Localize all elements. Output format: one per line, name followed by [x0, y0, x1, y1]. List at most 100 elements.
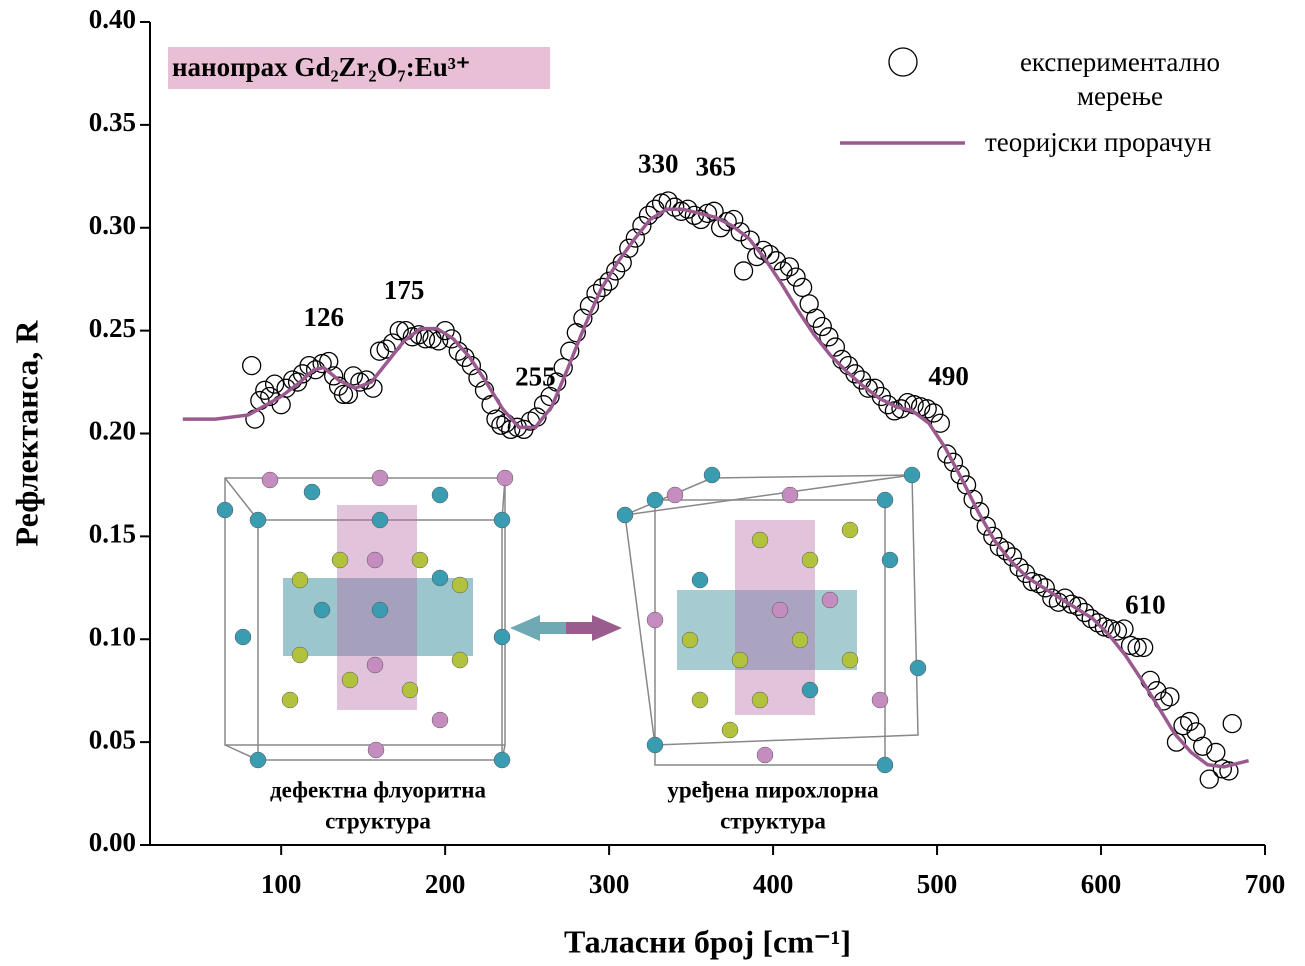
arrow — [566, 615, 622, 641]
data-point — [950, 464, 970, 485]
data-point — [753, 240, 773, 261]
y-tick-label: 0.05 — [89, 724, 136, 754]
data-point — [255, 380, 275, 400]
atom — [731, 651, 749, 669]
data-point — [1206, 742, 1226, 763]
data-point — [792, 277, 813, 298]
data-point — [1173, 716, 1193, 736]
inset-label: структура — [325, 808, 431, 833]
x-tick-label: 500 — [917, 869, 958, 899]
atom — [646, 736, 664, 754]
atom — [493, 628, 511, 646]
legend-marker — [888, 47, 918, 77]
data-point — [1002, 547, 1023, 567]
atom — [451, 651, 469, 669]
atom — [691, 571, 709, 589]
peak-label: 490 — [928, 361, 969, 391]
y-tick-label: 0.25 — [89, 313, 136, 343]
x-axis-label: Таласни број [cm⁻¹] — [564, 923, 851, 959]
peak-label: 126 — [304, 302, 345, 332]
data-point — [812, 316, 832, 337]
data-point — [1074, 602, 1095, 623]
data-point — [1127, 637, 1147, 658]
data-point — [1193, 736, 1213, 756]
atom — [291, 571, 309, 589]
data-point — [242, 355, 262, 376]
atom — [751, 531, 769, 549]
y-tick-label: 0.10 — [89, 621, 136, 651]
data-point — [963, 489, 983, 509]
data-point — [799, 294, 819, 314]
peak-label: 365 — [695, 152, 736, 182]
atom — [331, 551, 349, 569]
atom — [881, 551, 899, 569]
y-tick-label: 0.30 — [89, 210, 136, 240]
atom — [721, 721, 739, 739]
atom — [876, 756, 894, 774]
atom — [249, 511, 267, 529]
data-point — [333, 384, 354, 405]
atom — [431, 486, 449, 504]
atom — [249, 751, 267, 769]
data-point — [264, 374, 285, 394]
y-tick-label: 0.35 — [89, 107, 136, 137]
atom — [313, 601, 331, 619]
data-point — [323, 366, 344, 386]
atom — [371, 469, 389, 487]
data-point — [983, 526, 1003, 547]
atom — [771, 601, 789, 619]
data-point — [924, 403, 944, 423]
atom — [909, 659, 927, 677]
peak-label: 175 — [384, 275, 425, 305]
atom — [261, 471, 279, 489]
data-point — [343, 366, 363, 386]
data-point — [786, 267, 806, 287]
sample-label: нанопрах Gd₂Zr₂O₇:Eu³⁺ — [172, 52, 470, 82]
y-tick-label: 0.20 — [89, 416, 136, 446]
data-point — [878, 395, 898, 415]
data-point — [1222, 713, 1242, 734]
atom — [431, 569, 449, 587]
atom — [496, 469, 514, 487]
data-point — [389, 320, 409, 341]
atom — [666, 486, 684, 504]
data-point — [704, 201, 724, 221]
atom — [841, 651, 859, 669]
atom — [791, 631, 809, 649]
peak-label: 255 — [515, 362, 556, 392]
atom — [781, 486, 799, 504]
x-tick-label: 200 — [425, 869, 466, 899]
atom — [801, 681, 819, 699]
atom — [876, 491, 894, 509]
data-point — [1160, 687, 1180, 707]
inset-label: уређена пирохлорна — [667, 777, 879, 802]
crystal-structures — [168, 47, 927, 774]
data-point — [486, 409, 506, 429]
atom — [291, 646, 309, 664]
y-tick-label: 0.00 — [89, 827, 136, 857]
data-point — [442, 329, 462, 349]
atom — [366, 551, 384, 569]
y-tick-label: 0.40 — [89, 4, 136, 34]
data-point — [845, 364, 865, 384]
data-point — [740, 230, 760, 250]
theory-line — [182, 207, 1250, 769]
atom — [493, 751, 511, 769]
legend-label: теоријски прорачун — [985, 127, 1212, 157]
data-point — [592, 277, 613, 298]
x-tick-label: 400 — [753, 869, 794, 899]
atom — [841, 521, 859, 539]
atom — [646, 611, 664, 629]
data-point — [665, 197, 685, 217]
data-point — [632, 216, 652, 236]
atom — [871, 691, 889, 709]
data-point — [1029, 574, 1049, 594]
data-point — [976, 516, 996, 536]
atom — [401, 681, 419, 699]
data-point — [819, 327, 839, 347]
atom — [646, 491, 664, 509]
data-point — [917, 399, 937, 419]
atom — [703, 466, 721, 484]
